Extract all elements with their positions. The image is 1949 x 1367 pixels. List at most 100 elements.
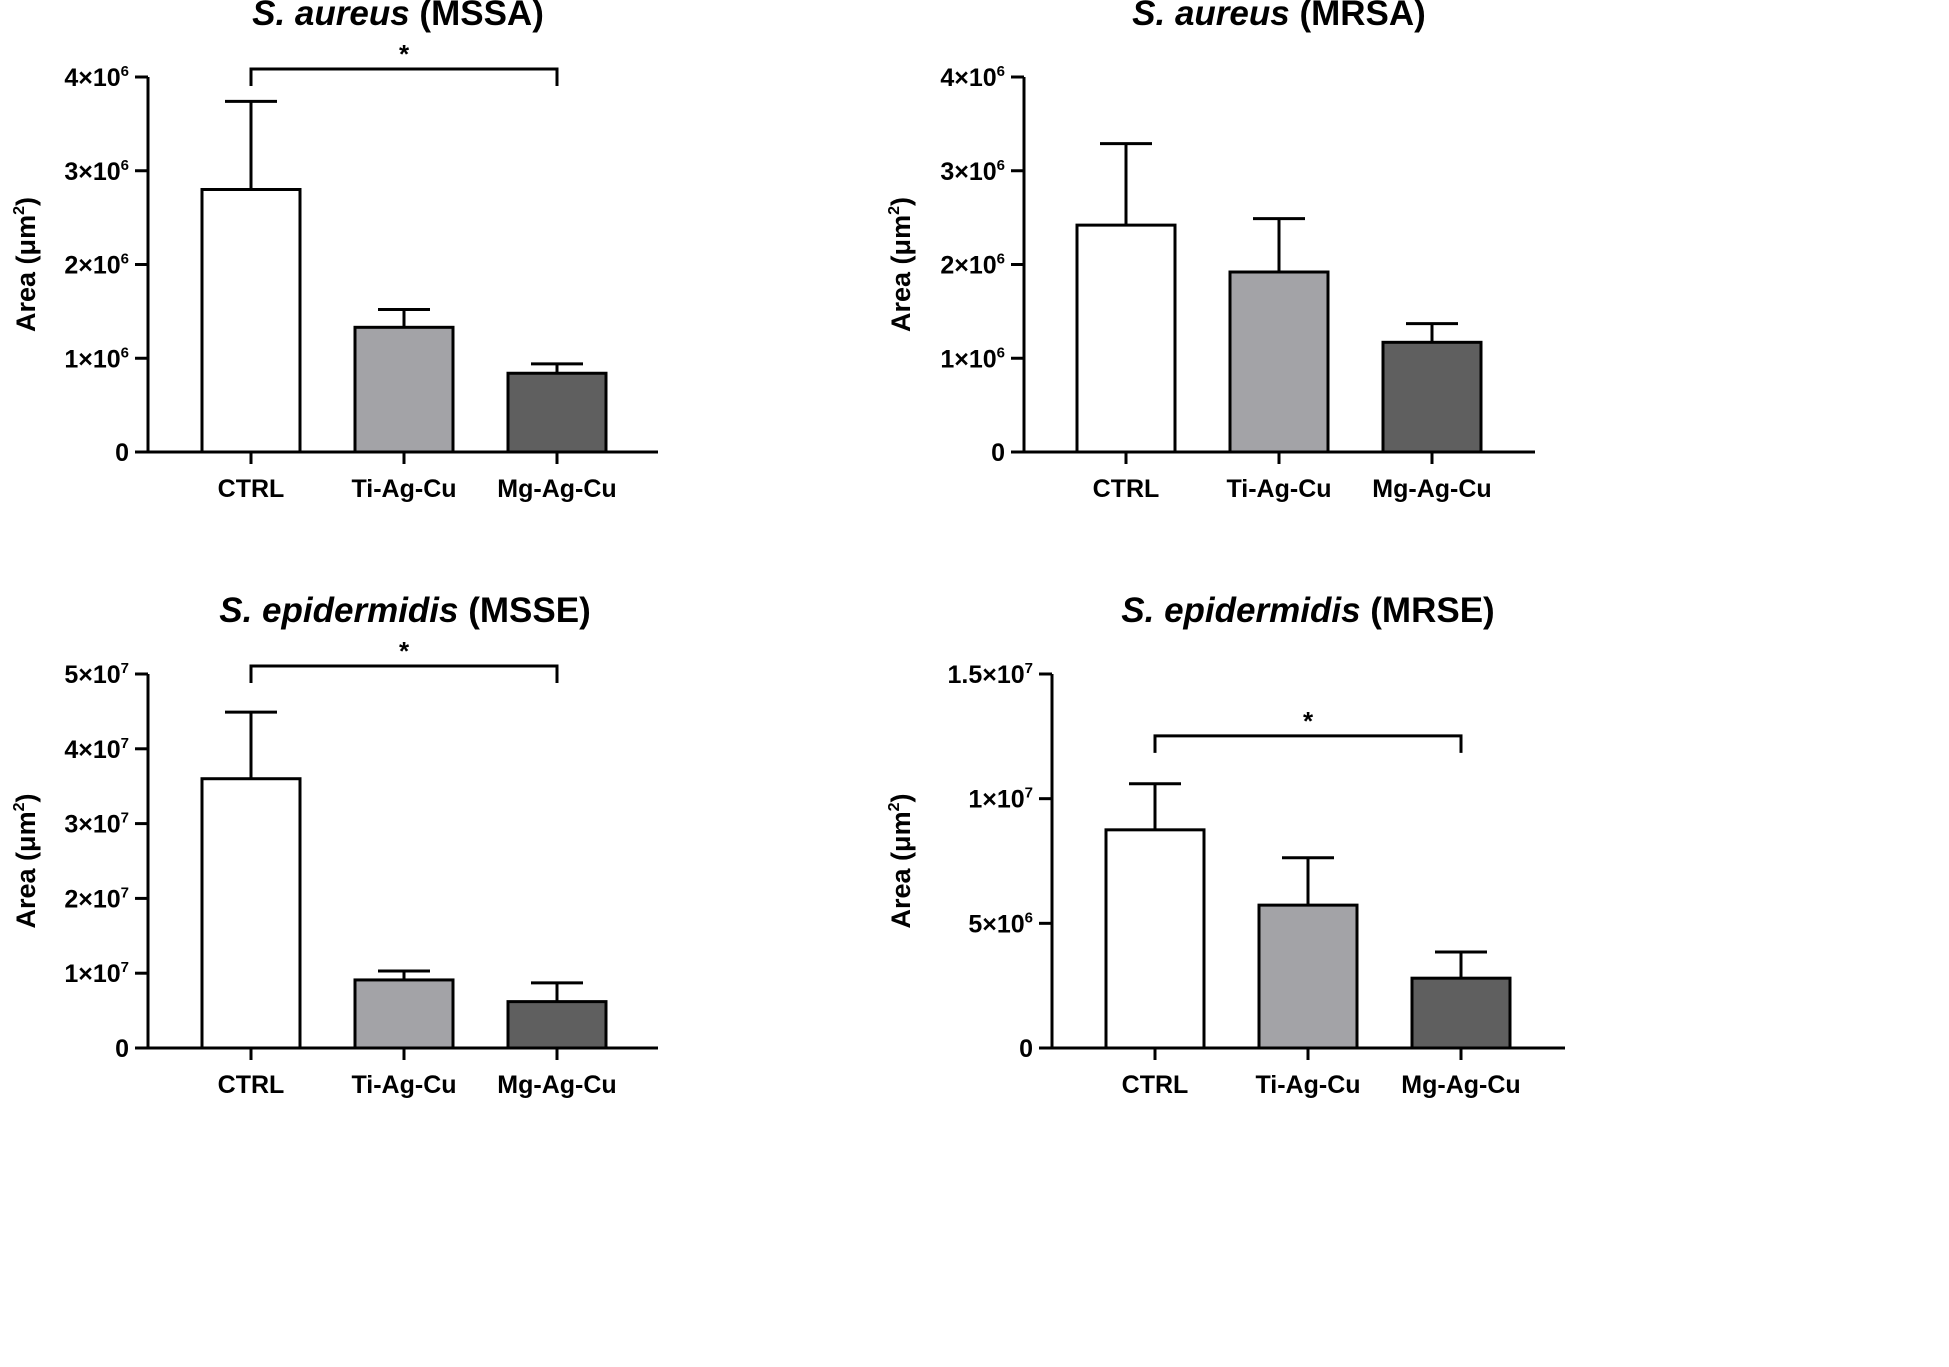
y-tick-label-exp: 6: [121, 251, 129, 268]
x-tick-label: Mg-Ag-Cu: [497, 475, 616, 503]
y-axis-label-sup: 2: [11, 206, 28, 215]
y-tick-label-base: 4×10: [940, 64, 996, 92]
y-tick-label-base: 5×10: [968, 910, 1024, 938]
chart-title-species: S. epidermidis: [1121, 591, 1360, 630]
y-tick-label-base: 3×10: [64, 811, 120, 839]
y-tick-label-base: 3×10: [64, 158, 120, 186]
y-tick-label: 4×107: [64, 735, 129, 764]
y-tick-label: 5×106: [968, 909, 1033, 938]
y-tick-label-exp: 6: [997, 344, 1005, 361]
y-axis-label-end: ): [11, 197, 41, 206]
y-tick-label-exp: 6: [121, 344, 129, 361]
x-tick-label: Ti-Ag-Cu: [1226, 475, 1331, 503]
y-tick-label-exp: 6: [121, 157, 129, 174]
y-tick-label: 1×107: [968, 785, 1033, 814]
y-axis-label-sup: 2: [886, 802, 903, 811]
x-tick-label: CTRL: [218, 475, 285, 503]
y-tick-label: 5×107: [64, 660, 129, 689]
x-tick-label: Ti-Ag-Cu: [351, 1071, 456, 1099]
y-axis-label-text: Area (μm: [886, 215, 916, 332]
bar: [1104, 828, 1206, 1050]
chart-title: S. aureus (MSSA): [252, 0, 544, 33]
y-tick-label-exp: 6: [121, 63, 129, 80]
y-tick-label-base: 0: [991, 439, 1005, 467]
y-tick-label: 3×106: [64, 157, 129, 186]
y-tick-label-base: 4×10: [64, 736, 120, 764]
y-tick-label-exp: 7: [121, 959, 129, 976]
y-tick-label-base: 1×10: [64, 960, 120, 988]
y-tick-label: 3×106: [940, 157, 1005, 186]
y-tick-label-exp: 7: [121, 660, 129, 677]
y-tick-label-exp: 6: [1025, 909, 1033, 926]
bar: [1257, 903, 1359, 1050]
y-tick-label-exp: 6: [997, 157, 1005, 174]
x-tick-label: Ti-Ag-Cu: [1255, 1071, 1360, 1099]
y-tick-label-base: 2×10: [64, 252, 120, 280]
chart-title-strain: (MSSE): [459, 591, 591, 630]
chart-title: S. epidermidis (MSSE): [219, 591, 590, 630]
y-tick-label: 1×107: [64, 959, 129, 988]
y-tick-label: 3×107: [64, 810, 129, 839]
y-tick-label: 2×106: [940, 251, 1005, 280]
y-axis-label-end: ): [886, 197, 916, 206]
y-axis-label-text: Area (μm: [11, 215, 41, 332]
y-tick-label-base: 0: [115, 439, 129, 467]
significance-bracket: [1153, 734, 1463, 753]
y-tick-label-base: 5×10: [64, 661, 120, 689]
y-tick-label: 0: [115, 1035, 129, 1063]
y-tick-label: 0: [991, 439, 1005, 467]
bar: [200, 188, 302, 454]
y-tick-label-base: 0: [115, 1035, 129, 1063]
y-tick-label: 4×106: [940, 63, 1005, 92]
x-tick-label: Mg-Ag-Cu: [1372, 475, 1491, 503]
bar: [353, 978, 455, 1050]
significance-label: *: [399, 636, 410, 666]
figure: S. aureus (MSSA)Area (μm2)01×1062×1063×1…: [11, 0, 1565, 1099]
chart-title-species: S. aureus: [1132, 0, 1290, 33]
bar: [506, 1000, 608, 1050]
significance-bracket: [249, 664, 559, 683]
x-tick-label: Mg-Ag-Cu: [1401, 1071, 1520, 1099]
chart-title-species: S. epidermidis: [219, 591, 458, 630]
bar: [1381, 340, 1483, 454]
chart-title-strain: (MRSE): [1361, 591, 1495, 630]
y-tick-label-exp: 7: [121, 884, 129, 901]
y-axis-label-sup: 2: [11, 802, 28, 811]
y-tick-label: 2×106: [64, 251, 129, 280]
y-tick-label: 4×106: [64, 63, 129, 92]
y-tick-label-exp: 7: [1025, 785, 1033, 802]
y-tick-label-base: 1×10: [64, 345, 120, 373]
y-tick-label: 0: [115, 439, 129, 467]
y-axis-label: Area (μm2): [11, 197, 41, 332]
x-tick-label: Ti-Ag-Cu: [351, 475, 456, 503]
chart-title: S. aureus (MRSA): [1132, 0, 1426, 33]
y-tick-label: 0: [1019, 1035, 1033, 1063]
x-tick-label: CTRL: [1093, 475, 1160, 503]
y-tick-label-exp: 6: [997, 63, 1005, 80]
bar: [1075, 223, 1177, 454]
y-axis-label-text: Area (μm: [886, 811, 916, 928]
chart-panel: S. aureus (MRSA)Area (μm2)01×1062×1063×1…: [886, 0, 1535, 503]
chart-title-strain: (MRSA): [1290, 0, 1426, 33]
bar: [200, 777, 302, 1050]
y-tick-label-base: 4×10: [64, 64, 120, 92]
y-tick-label-base: 2×10: [940, 252, 996, 280]
x-tick-label: Mg-Ag-Cu: [497, 1071, 616, 1099]
y-tick-label-exp: 6: [997, 251, 1005, 268]
chart-title: S. epidermidis (MRSE): [1121, 591, 1494, 630]
bar: [353, 325, 455, 454]
y-tick-label-base: 1×10: [968, 786, 1024, 814]
y-axis-label: Area (μm2): [886, 794, 916, 929]
y-tick-label-exp: 7: [121, 735, 129, 752]
y-axis-label-end: ): [11, 794, 41, 803]
significance-label: *: [399, 39, 410, 69]
y-axis-label: Area (μm2): [11, 794, 41, 929]
y-tick-label: 1.5×107: [947, 660, 1033, 689]
chart-panel: S. epidermidis (MRSE) Area (μm2) 0 5×106 1×1…: [886, 591, 1565, 1099]
y-tick-label-base: 1×10: [940, 345, 996, 373]
chart-panel: S. epidermidis (MSSE)Area (μm2)01×1072×1…: [11, 591, 658, 1099]
y-axis-label-text: Area (μm: [11, 811, 41, 928]
y-tick-label-base: 2×10: [64, 885, 120, 913]
y-axis-label-sup: 2: [886, 206, 903, 215]
x-tick-label: CTRL: [218, 1071, 285, 1099]
